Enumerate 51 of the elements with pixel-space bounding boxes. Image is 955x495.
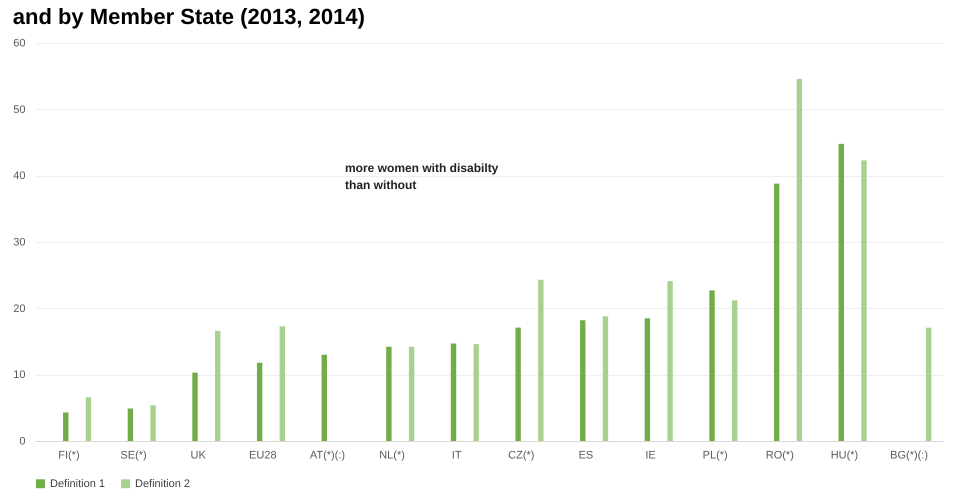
- bar: [774, 184, 780, 441]
- bar: [63, 412, 68, 441]
- y-tick-label: 40: [13, 170, 26, 182]
- y-tick-label: 50: [13, 104, 26, 116]
- legend-label: Definition 2: [135, 478, 190, 490]
- x-tick-label: UK: [190, 450, 206, 462]
- x-tick-label: IT: [452, 450, 462, 462]
- bar: [838, 144, 844, 441]
- x-tick-label: EU28: [249, 450, 277, 462]
- bar: [474, 344, 479, 441]
- legend-label: Definition 1: [50, 478, 106, 490]
- y-tick-label: 0: [19, 436, 26, 448]
- bar: [322, 354, 327, 441]
- bar: [580, 320, 586, 441]
- bar: [280, 326, 286, 441]
- x-tick-label: RO(*): [766, 450, 794, 462]
- bar: [515, 328, 521, 441]
- bar: [450, 343, 456, 441]
- bar: [150, 405, 156, 441]
- bar: [644, 318, 650, 441]
- bar: [215, 330, 220, 441]
- x-tick-label: FI(*): [58, 450, 80, 462]
- bar: [732, 300, 738, 441]
- y-tick-label: 60: [13, 38, 26, 50]
- x-tick-label: IE: [645, 450, 656, 462]
- annotation: more women with disabilty than without: [345, 161, 499, 192]
- bar: [667, 281, 673, 441]
- x-tick-label: PL(*): [702, 450, 728, 462]
- bar: [709, 290, 715, 441]
- bar: [86, 397, 92, 441]
- y-tick-label: 20: [13, 302, 26, 315]
- x-tick-label: NL(*): [379, 450, 405, 462]
- bar: [408, 346, 414, 441]
- x-tick-label: AT(*)(:): [310, 450, 346, 462]
- chart-title: and by Member State (2013, 2014): [12, 4, 365, 29]
- bar: [128, 408, 134, 441]
- bar: [861, 160, 867, 441]
- x-tick-label: HU(*): [830, 450, 858, 462]
- bar: [926, 328, 932, 441]
- bar: [256, 362, 262, 441]
- bar: [192, 372, 198, 441]
- x-tick-label: ES: [578, 450, 594, 462]
- x-tick-label: CZ(*): [508, 450, 534, 462]
- bar: [386, 346, 392, 441]
- y-tick-label: 10: [13, 369, 26, 382]
- bar: [538, 280, 544, 441]
- bar: [796, 78, 802, 441]
- x-tick-label: BG(*)(:): [890, 450, 928, 462]
- x-tick-label: SE(*): [120, 450, 147, 462]
- y-tick-label: 30: [13, 236, 26, 248]
- bar: [602, 316, 608, 441]
